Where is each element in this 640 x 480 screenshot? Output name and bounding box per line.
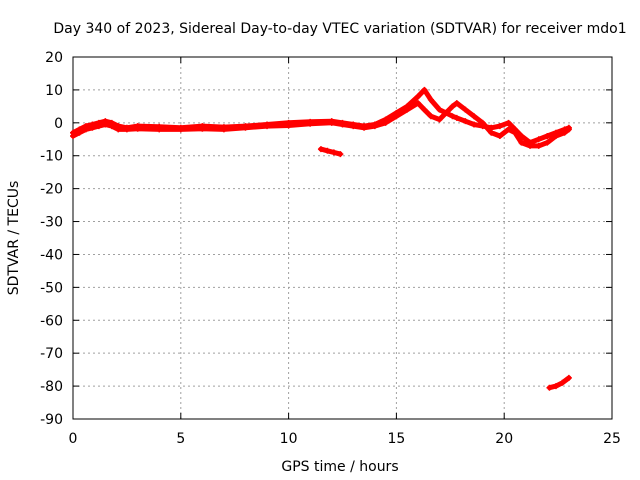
data-point — [82, 126, 89, 133]
data-point — [414, 93, 421, 100]
data-point — [421, 106, 428, 113]
data-point — [220, 126, 227, 133]
y-tick-label: -10 — [40, 149, 63, 165]
data-point — [324, 147, 331, 154]
x-tick-label: 20 — [495, 431, 513, 447]
y-tick-label: 0 — [54, 116, 63, 132]
data-point — [427, 96, 434, 103]
y-tick-label: -80 — [40, 379, 63, 395]
data-point — [535, 136, 542, 143]
data-point — [518, 139, 525, 146]
data-point — [89, 124, 96, 131]
data-point — [527, 142, 534, 149]
data-point — [471, 121, 478, 128]
y-tick-label: -60 — [40, 313, 63, 329]
data-point — [453, 114, 460, 121]
data-point — [511, 129, 518, 136]
data-point — [462, 106, 469, 113]
data-point — [544, 132, 551, 139]
data-point — [264, 123, 271, 130]
data-point — [449, 103, 456, 110]
data-point — [496, 132, 503, 139]
data-point — [95, 123, 102, 130]
data-point — [350, 123, 357, 130]
y-axis-ticks: 20 10 0 -10 -20 -30 -40 -50 -60 -70 -80 -90 — [40, 50, 612, 428]
y-tick-label: -90 — [40, 412, 63, 428]
data-point — [70, 132, 76, 139]
y-tick-label: -40 — [40, 247, 63, 263]
data-point — [442, 109, 449, 116]
data-point — [496, 123, 503, 130]
chart-title: Day 340 of 2023, Sidereal Day-to-day VTE… — [53, 21, 626, 37]
data-point — [479, 119, 486, 126]
data-point — [371, 123, 378, 130]
data-point — [552, 383, 559, 390]
data-point — [453, 100, 460, 107]
series-segment-near-12h — [317, 146, 344, 158]
x-tick-label: 0 — [69, 431, 78, 447]
series-trace — [318, 146, 343, 157]
data-point — [436, 106, 443, 113]
data-point — [393, 113, 400, 120]
data-series — [70, 86, 572, 391]
data-point — [317, 146, 324, 153]
data-point — [505, 119, 512, 126]
data-point — [328, 119, 335, 126]
data-point — [421, 86, 428, 93]
y-tick-label: -20 — [40, 182, 63, 198]
plot-frame — [72, 56, 613, 420]
data-point — [76, 129, 83, 136]
x-tick-label: 10 — [280, 431, 298, 447]
data-point — [561, 129, 568, 136]
data-point — [337, 151, 344, 158]
data-point — [242, 124, 249, 131]
data-point — [330, 149, 337, 156]
series-trace — [547, 375, 572, 391]
data-point — [505, 126, 512, 133]
data-point — [108, 123, 115, 130]
data-point — [565, 374, 572, 381]
x-tick-label: 25 — [603, 431, 621, 447]
data-point — [115, 126, 122, 133]
data-point — [307, 120, 314, 127]
data-point — [414, 100, 421, 107]
data-point — [102, 121, 109, 128]
data-point — [552, 132, 559, 139]
data-point — [199, 125, 206, 132]
data-point — [156, 126, 163, 133]
series-segment-near-22h — [546, 374, 572, 391]
data-point — [559, 379, 566, 386]
x-tick-label: 15 — [387, 431, 405, 447]
data-point — [427, 113, 434, 120]
x-axis-label: GPS time / hours — [281, 459, 398, 475]
data-point — [361, 124, 368, 131]
data-point — [339, 121, 346, 128]
x-axis-ticks: 0 5 10 15 20 25 — [69, 57, 621, 447]
data-point — [404, 106, 411, 113]
y-tick-label: -30 — [40, 215, 63, 231]
data-point — [449, 113, 456, 120]
data-point — [382, 119, 389, 126]
data-point — [544, 139, 551, 146]
data-point — [123, 126, 130, 133]
y-tick-label: -70 — [40, 346, 63, 362]
data-point — [546, 384, 553, 391]
data-point — [134, 125, 141, 132]
grid-lines — [73, 57, 612, 419]
data-point — [471, 113, 478, 120]
series-main-trace-b — [70, 100, 572, 149]
data-point — [535, 142, 542, 149]
data-point — [462, 118, 469, 125]
y-tick-label: 20 — [45, 50, 63, 66]
y-tick-label: 10 — [45, 83, 63, 99]
data-point — [488, 129, 495, 136]
data-point — [285, 122, 292, 129]
data-point — [436, 116, 443, 123]
y-axis-label: SDTVAR / TECUs — [6, 181, 22, 296]
data-point — [565, 126, 572, 133]
data-point — [177, 126, 184, 133]
x-tick-label: 5 — [176, 431, 185, 447]
y-tick-label: -50 — [40, 280, 63, 296]
